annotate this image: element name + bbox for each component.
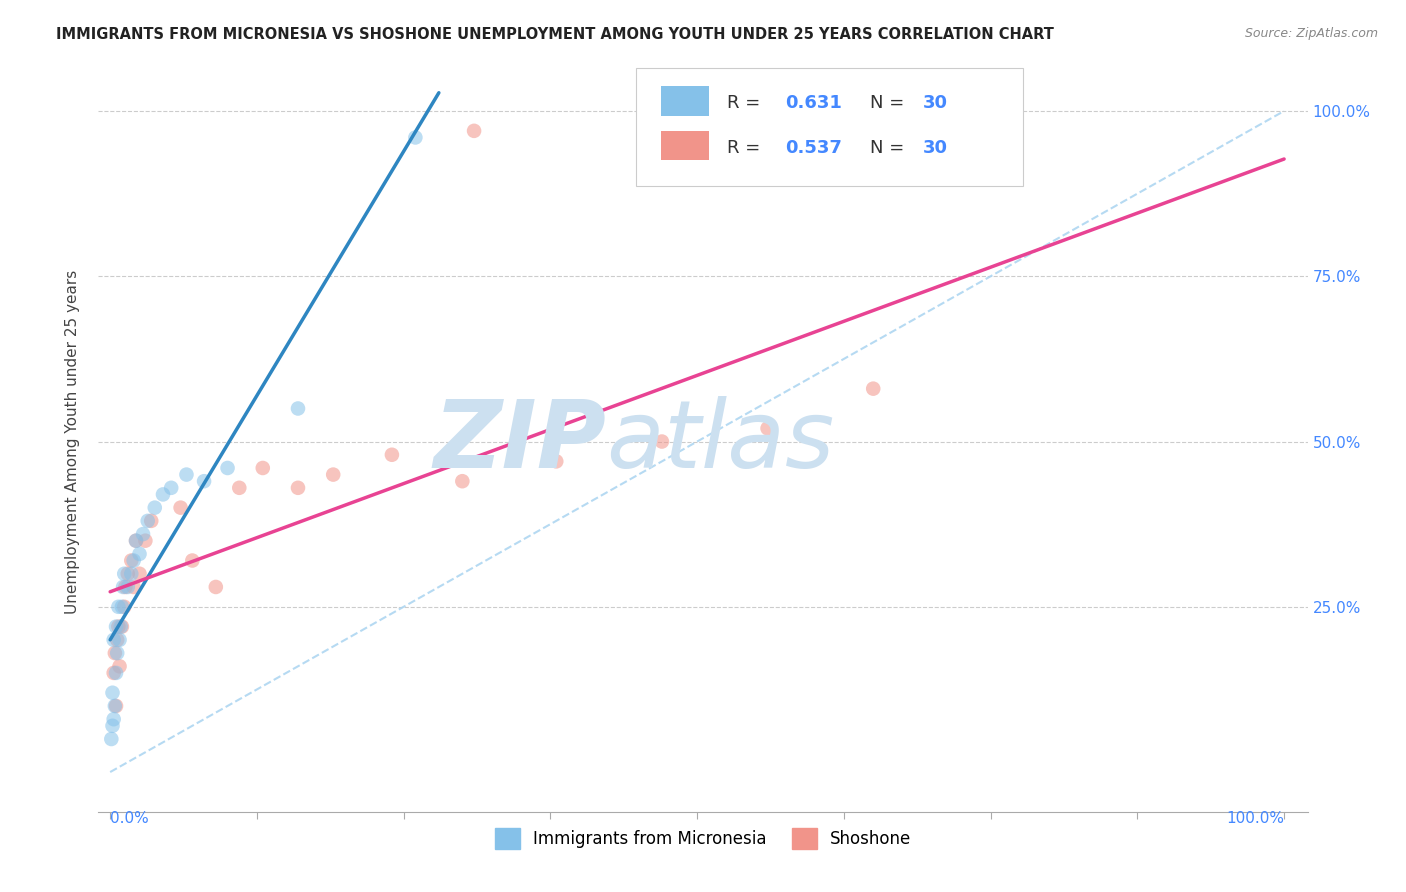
Point	[228, 481, 250, 495]
Point	[404, 130, 426, 145]
Point	[122, 580, 145, 594]
Text: 30: 30	[924, 95, 948, 112]
Point	[176, 467, 198, 482]
Point	[117, 566, 139, 581]
Text: IMMIGRANTS FROM MICRONESIA VS SHOSHONE UNEMPLOYMENT AMONG YOUTH UNDER 25 YEARS C: IMMIGRANTS FROM MICRONESIA VS SHOSHONE U…	[56, 27, 1054, 42]
Point	[128, 547, 150, 561]
Text: ZIP: ZIP	[433, 395, 606, 488]
Bar	[661, 87, 709, 116]
Point	[104, 646, 127, 660]
Legend: Immigrants from Micronesia, Shoshone: Immigrants from Micronesia, Shoshone	[488, 822, 918, 855]
Point	[141, 514, 163, 528]
Point	[381, 448, 404, 462]
Point	[100, 731, 122, 746]
Point	[104, 698, 127, 713]
Point	[101, 719, 124, 733]
Point	[108, 659, 131, 673]
Point	[108, 632, 131, 647]
Point	[111, 620, 134, 634]
Point	[125, 533, 148, 548]
Text: N =: N =	[870, 138, 910, 157]
Point	[152, 487, 174, 501]
Point	[112, 599, 135, 614]
Point	[546, 454, 568, 468]
Point	[287, 401, 309, 416]
Text: Source: ZipAtlas.com: Source: ZipAtlas.com	[1244, 27, 1378, 40]
Point	[122, 553, 145, 567]
Text: R =: R =	[727, 138, 766, 157]
Point	[105, 646, 128, 660]
Point	[103, 712, 125, 726]
Text: 0.631: 0.631	[785, 95, 842, 112]
FancyBboxPatch shape	[637, 68, 1024, 186]
Point	[117, 580, 139, 594]
Point	[103, 665, 125, 680]
Point	[217, 461, 239, 475]
Text: 0.537: 0.537	[785, 138, 842, 157]
Point	[132, 527, 155, 541]
Point	[120, 553, 142, 567]
Point	[110, 620, 132, 634]
Point	[114, 580, 136, 594]
Point	[181, 553, 204, 567]
Point	[107, 620, 129, 634]
Text: R =: R =	[727, 95, 766, 112]
Text: atlas: atlas	[606, 396, 835, 487]
Point	[756, 421, 779, 435]
Point	[103, 632, 125, 647]
Point	[160, 481, 183, 495]
Bar	[661, 130, 709, 161]
Point	[105, 665, 128, 680]
Point	[451, 474, 474, 488]
Point	[136, 514, 159, 528]
Point	[112, 566, 135, 581]
Point	[107, 599, 129, 614]
Point	[143, 500, 166, 515]
Y-axis label: Unemployment Among Youth under 25 years: Unemployment Among Youth under 25 years	[65, 269, 80, 614]
Text: 30: 30	[924, 138, 948, 157]
Point	[105, 632, 128, 647]
Point	[120, 566, 142, 581]
Point	[101, 686, 124, 700]
Text: 0.0%: 0.0%	[110, 811, 149, 826]
Point	[169, 500, 191, 515]
Point	[125, 533, 148, 548]
Point	[112, 580, 135, 594]
Point	[105, 620, 128, 634]
Text: N =: N =	[870, 95, 910, 112]
Text: 100.0%: 100.0%	[1226, 811, 1284, 826]
Point	[322, 467, 344, 482]
Point	[287, 481, 309, 495]
Point	[193, 474, 215, 488]
Point	[204, 580, 226, 594]
Point	[862, 382, 884, 396]
Point	[252, 461, 274, 475]
Point	[134, 533, 156, 548]
Point	[128, 566, 150, 581]
Point	[105, 698, 128, 713]
Point	[463, 124, 485, 138]
Point	[111, 599, 134, 614]
Point	[651, 434, 673, 449]
